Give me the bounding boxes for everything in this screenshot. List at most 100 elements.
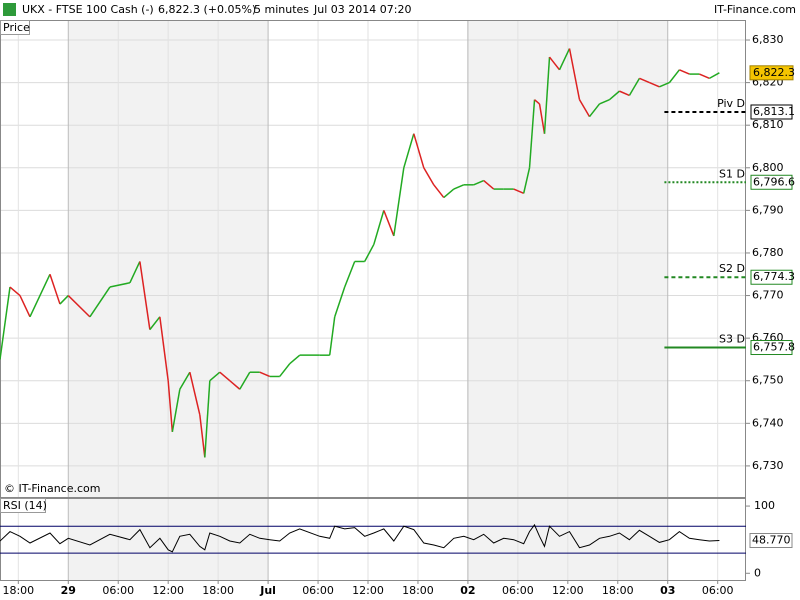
price-segment <box>413 133 425 168</box>
price-segment <box>548 56 561 71</box>
price-segment <box>443 188 455 199</box>
price-segment <box>628 77 641 96</box>
price-segment <box>67 295 91 318</box>
price-segment <box>167 380 174 432</box>
level-box <box>750 174 793 190</box>
y-tick-label: 6,810 <box>752 118 784 131</box>
y-tick-label: 6,750 <box>752 374 784 387</box>
rsi-frame <box>0 498 746 581</box>
price-segment <box>9 286 21 297</box>
price-segment <box>189 372 201 415</box>
level-label: 6,774.3 <box>753 270 795 283</box>
price-segment <box>568 48 581 100</box>
price-segment <box>373 210 385 245</box>
y-tick-label: 6,780 <box>752 246 784 259</box>
price-segment <box>588 103 601 118</box>
price-segment <box>639 77 650 84</box>
interval: 5 minutes <box>254 3 309 16</box>
price-segment <box>279 363 291 377</box>
price-segment <box>659 81 670 88</box>
price-segment <box>159 316 169 381</box>
price-segment <box>179 371 191 390</box>
level-name: S2 D <box>719 262 745 275</box>
x-tick-label: 18:00 <box>202 584 234 597</box>
level-label: 6,813.1 <box>753 105 795 118</box>
price-segment <box>343 261 356 288</box>
symbol: UKX - FTSE 100 Cash (-) <box>22 3 154 16</box>
x-tick-label: 12:00 <box>552 584 584 597</box>
price-segment <box>129 261 141 284</box>
x-tick-label: 18:00 <box>602 584 634 597</box>
price-segment <box>171 389 181 432</box>
last-price-label: 6,822.3 <box>753 66 795 79</box>
price-segment <box>0 286 11 360</box>
x-tick-label: 06:00 <box>702 584 734 597</box>
logo-icon <box>3 3 16 16</box>
price-segment <box>59 295 69 305</box>
price-segment <box>393 167 405 237</box>
price-segment <box>403 133 415 168</box>
price-segment <box>528 99 536 168</box>
price-segment <box>29 273 51 318</box>
rsi-tick-label: 100 <box>754 499 775 512</box>
y-tick-label: 6,730 <box>752 459 784 472</box>
price-segment <box>219 371 231 382</box>
price-segment <box>433 184 445 199</box>
x-tick-label: 06:00 <box>102 584 134 597</box>
brand: IT-Finance.com <box>714 3 796 16</box>
price-segment <box>513 188 524 195</box>
level-box <box>750 104 793 120</box>
y-tick-label: 6,740 <box>752 416 784 429</box>
price-segment <box>543 57 551 134</box>
price-segment <box>89 286 111 318</box>
price-segment <box>19 295 31 318</box>
panel-label-box <box>0 20 30 35</box>
y-tick-label: 6,830 <box>752 33 784 46</box>
rsi-label-box <box>0 498 46 513</box>
price-segment <box>699 73 710 80</box>
price-segment <box>534 99 541 105</box>
level-label: 6,757.8 <box>753 341 795 354</box>
level-name: S1 D <box>719 167 745 180</box>
level-name: Piv D <box>717 97 745 110</box>
price-segment <box>109 282 131 288</box>
price-frame <box>0 20 746 498</box>
price-segment <box>259 371 271 378</box>
date: Jul 03 2014 07:20 <box>313 3 411 16</box>
rsi-label: RSI (14) <box>3 499 47 512</box>
x-tick-label: 02 <box>460 584 475 597</box>
price-segment <box>289 354 301 365</box>
price-segment <box>649 81 660 88</box>
y-tick-label: 6,800 <box>752 161 784 174</box>
level-name: S3 D <box>719 333 745 346</box>
level-box <box>750 269 793 285</box>
price-segment <box>139 261 151 330</box>
price-segment <box>668 69 680 84</box>
price-segment <box>558 48 571 71</box>
price-segment <box>473 179 485 186</box>
price-segment <box>229 380 241 390</box>
price-segment <box>599 98 610 105</box>
price-segment <box>49 274 61 305</box>
rsi-last-label: 48.770 <box>752 533 791 546</box>
x-tick-label: Jul <box>259 584 276 597</box>
price-segment <box>328 316 336 356</box>
price-segment <box>578 99 591 118</box>
level-box <box>750 340 793 356</box>
price-segment <box>522 167 531 194</box>
price-segment <box>364 244 375 262</box>
price-segment <box>608 90 620 101</box>
price-segment <box>619 90 630 97</box>
x-tick-label: 18:00 <box>2 584 34 597</box>
price-segment <box>239 371 251 390</box>
price-segment <box>149 316 161 331</box>
level-label: 6,796.6 <box>753 175 795 188</box>
price-segment <box>483 179 495 190</box>
quote: 6,822.3 (+0.05%) <box>158 3 256 16</box>
x-tick-label: 06:00 <box>502 584 534 597</box>
x-tick-label: 12:00 <box>352 584 384 597</box>
rsi-tick-label: 0 <box>754 566 761 579</box>
price-segment <box>333 286 346 318</box>
x-tick-label: 18:00 <box>402 584 434 597</box>
